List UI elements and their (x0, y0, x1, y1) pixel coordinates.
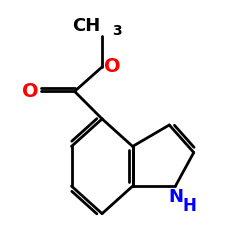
Text: CH: CH (72, 17, 101, 35)
Text: O: O (22, 82, 38, 101)
Text: N: N (168, 188, 183, 206)
Text: O: O (104, 58, 121, 76)
Text: H: H (182, 197, 196, 215)
Text: 3: 3 (112, 24, 122, 38)
